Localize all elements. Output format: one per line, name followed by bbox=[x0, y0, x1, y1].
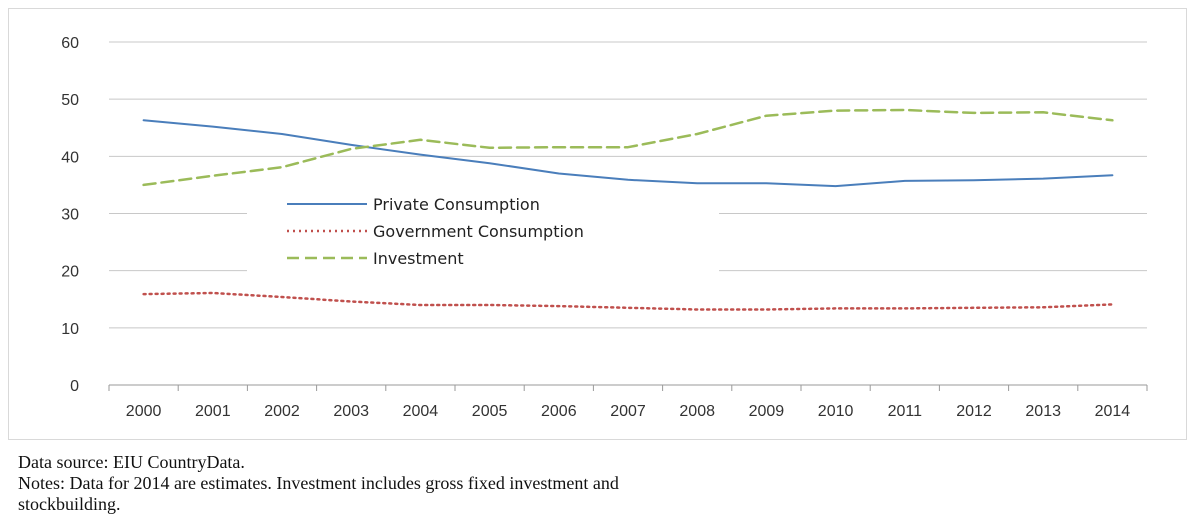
axes: 0 10 20 30 40 50 60 2000 2001 2002 2003 2004 2005 200… bbox=[61, 35, 1148, 420]
legend-label-2: Investment bbox=[373, 249, 464, 268]
caption-notes-line2: stockbuilding. bbox=[18, 494, 121, 514]
figure-caption: Data source: EIU CountryData. Notes: Dat… bbox=[18, 452, 1178, 515]
x-tick-label-2013: 2013 bbox=[1025, 403, 1061, 420]
x-tick-label-2012: 2012 bbox=[956, 403, 992, 420]
x-tick-label-2010: 2010 bbox=[818, 403, 854, 420]
chart-frame: 0 10 20 30 40 50 60 2000 2001 2002 2003 2004 2005 200… bbox=[8, 8, 1187, 440]
y-tick-label-10: 10 bbox=[61, 321, 79, 338]
x-tick-label-2002: 2002 bbox=[264, 403, 300, 420]
series-line-investment bbox=[142, 108, 1114, 187]
y-tick-label-50: 50 bbox=[61, 92, 79, 109]
x-tick-label-2004: 2004 bbox=[403, 403, 439, 420]
caption-source: Data source: EIU CountryData. bbox=[18, 452, 245, 472]
series-line-private-consumption bbox=[142, 119, 1114, 188]
series-lines bbox=[142, 108, 1114, 311]
x-tick-label-2009: 2009 bbox=[749, 403, 785, 420]
y-tick-label-20: 20 bbox=[61, 264, 79, 281]
gridlines bbox=[109, 41, 1147, 329]
x-tick-label-2007: 2007 bbox=[610, 403, 646, 420]
y-tick-label-60: 60 bbox=[61, 35, 79, 52]
series-line-government-consumption bbox=[142, 291, 1114, 311]
legend-label-1: Government Consumption bbox=[373, 222, 584, 241]
x-tick-label-2011: 2011 bbox=[888, 403, 923, 420]
y-tick-label-30: 30 bbox=[61, 207, 79, 224]
x-tick-label-2006: 2006 bbox=[541, 403, 577, 420]
x-tick-label-2014: 2014 bbox=[1095, 403, 1131, 420]
legend-label-0: Private Consumption bbox=[373, 195, 540, 214]
x-tick-label-2008: 2008 bbox=[679, 403, 715, 420]
legend: Private Consumption Government Consumptio… bbox=[247, 188, 719, 275]
caption-notes-line1: Notes: Data for 2014 are estimates. Inve… bbox=[18, 473, 619, 493]
line-chart: 0 10 20 30 40 50 60 2000 2001 2002 2003 2004 2005 200… bbox=[61, 35, 1148, 420]
x-tick-label-2003: 2003 bbox=[333, 403, 369, 420]
y-tick-label-0: 0 bbox=[70, 378, 79, 395]
y-tick-label-40: 40 bbox=[61, 149, 79, 166]
x-tick-label-2000: 2000 bbox=[126, 403, 162, 420]
x-tick-label-2001: 2001 bbox=[195, 403, 231, 420]
x-tick-label-2005: 2005 bbox=[472, 403, 508, 420]
legend-background bbox=[247, 188, 719, 275]
